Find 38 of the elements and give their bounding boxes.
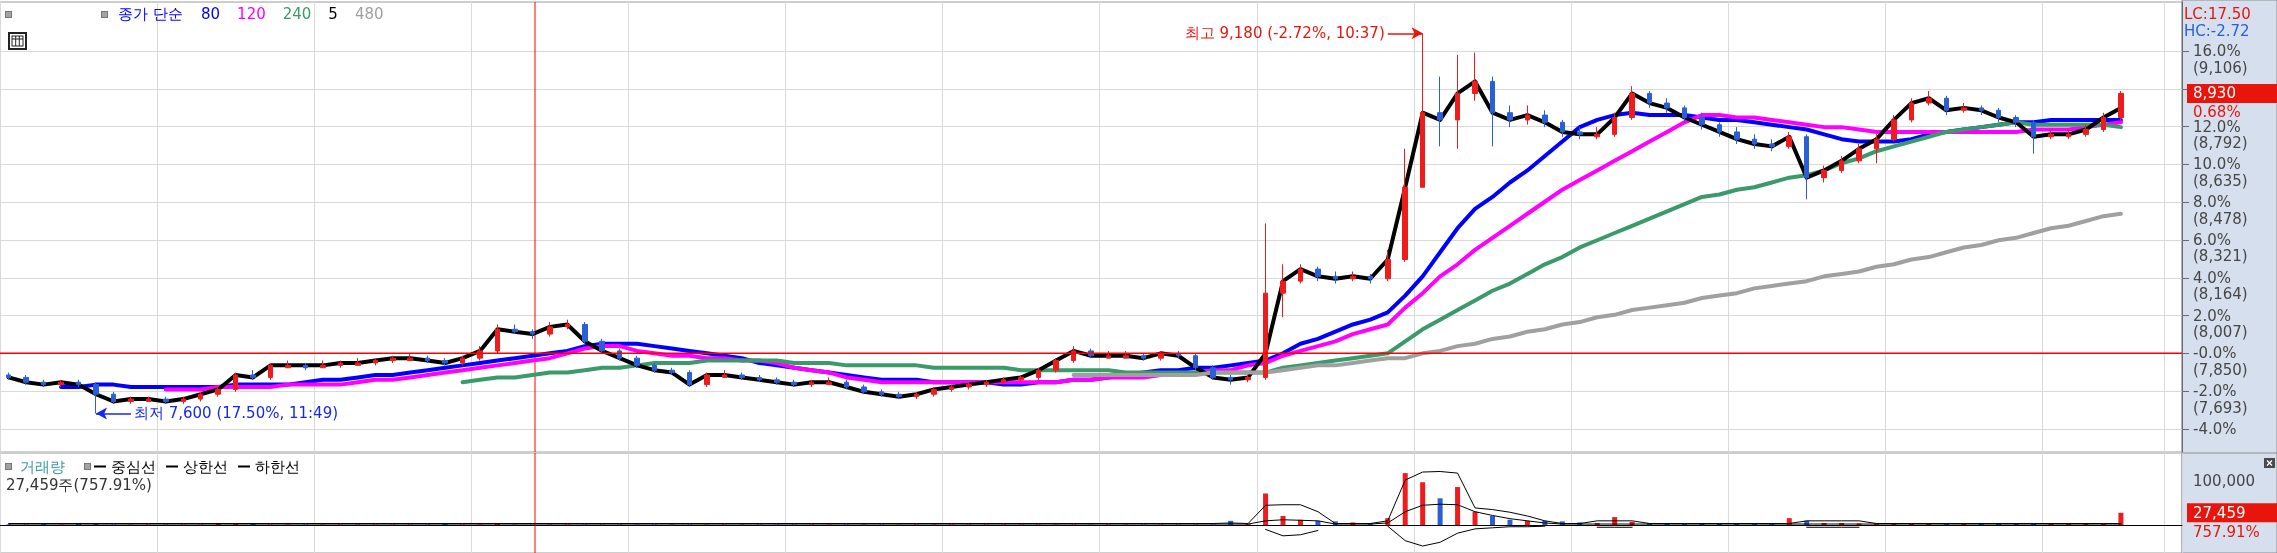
y-tick-label: (8,635) — [2193, 171, 2248, 190]
text: 5 — [328, 4, 338, 23]
text: 100,000 — [2193, 472, 2256, 490]
text: 80 — [201, 4, 221, 23]
y-tick-label: (7,850) — [2193, 360, 2248, 379]
y2-tick-label: 16.0% — [2193, 42, 2241, 61]
y2-tick-label: 12.0% — [2193, 117, 2241, 136]
legend-label: 상한선 — [183, 457, 228, 476]
text: 8,930 — [2193, 84, 2236, 103]
y-tick-label: (8,164) — [2193, 285, 2248, 304]
y2-tick-label: 4.0% — [2193, 268, 2232, 287]
y2-tick-label: 10.0% — [2193, 155, 2241, 174]
y-tick-label: (7,693) — [2193, 398, 2248, 417]
annotation: 최저 7,600 (17.50%, 11:49) — [133, 404, 339, 423]
legend-title: 종가 단순 — [118, 4, 183, 23]
text: 480 — [354, 4, 384, 23]
text: 120 — [237, 4, 266, 23]
legend-label: 하한선 — [255, 457, 300, 476]
y2-tick-label: 8.0% — [2193, 193, 2232, 212]
y-tick-label: (8,792) — [2193, 134, 2248, 153]
y2-tick-label: 2.0% — [2193, 306, 2232, 325]
y-tick-label: (9,106) — [2193, 58, 2248, 77]
annotation: 최고 9,180 (-2.72%, 10:37) — [1184, 24, 1385, 43]
annotation: 27,459주(757.91%) — [6, 476, 152, 494]
annotation: 거래량 — [20, 458, 65, 476]
y2-tick-label: -4.0% — [2193, 419, 2237, 438]
y2-tick-label: -0.0% — [2193, 344, 2237, 363]
y2-tick-label: -2.0% — [2193, 382, 2237, 401]
y-tick-label: (8,478) — [2193, 209, 2248, 228]
y-tick-label: (8,007) — [2193, 323, 2248, 342]
text: 240 — [282, 4, 312, 23]
legend-label: 중심선 — [111, 457, 156, 476]
y2-tick-label: 6.0% — [2193, 231, 2232, 250]
y-tick-label: (8,321) — [2193, 247, 2248, 266]
text: LC:17.50 — [2184, 5, 2251, 23]
text: 27,459 — [2193, 503, 2246, 522]
text: 757.91% — [2193, 522, 2260, 541]
text: HC:-2.72 — [2184, 22, 2250, 40]
